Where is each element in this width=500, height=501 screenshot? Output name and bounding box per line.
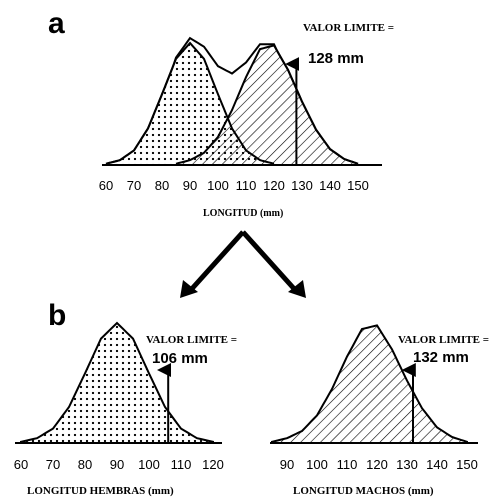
panel-b-males-tick-150: 150 [456,457,478,472]
panel-a-limit-label: VALOR LIMITE = [303,22,394,34]
panel-b-males-tick-90: 90 [280,457,294,472]
panel-a-tick-70: 70 [127,178,141,193]
panel-a-tick-120: 120 [263,178,285,193]
panel-b-females-curve [20,321,214,444]
branch-arrow-right [241,230,299,294]
panel-b-males-x-axis-title: LONGITUD MACHOS (mm) [293,485,434,497]
panel-b-females-x-axis-title: LONGITUD HEMBRAS (mm) [27,485,174,497]
panel-a-males-curve [176,45,358,165]
panel-b-males-tick-100: 100 [306,457,328,472]
panel-a-x-axis-title: LONGITUD (mm) [203,208,283,219]
panel-b-females-tick-120: 120 [202,457,224,472]
panel-b-females-tick-80: 80 [78,457,92,472]
panel-b-males-tick-120: 120 [366,457,388,472]
panel-b-males-x-ticks: 90 100 110 120 130 140 150 [280,457,478,472]
panel-b-males-curve [271,324,468,444]
panel-b-males-chart: 90 100 110 120 130 140 150 [270,324,478,472]
panel-b-females-tick-110: 110 [171,457,192,472]
panel-b-females-tick-70: 70 [46,457,60,472]
panel-b-females-limit-label: VALOR LIMITE = [146,334,237,346]
panel-a-tick-130: 130 [291,178,313,193]
panel-b-females-tick-100: 100 [138,457,160,472]
panel-b-females-x-ticks: 60 70 80 90 100 110 120 [14,457,224,472]
panel-b-males-tick-130: 130 [396,457,418,472]
branch-arrow-left-head [180,280,198,298]
branch-arrow-left [187,230,245,294]
panel-a-combined-envelope [105,36,359,165]
panel-a-tick-90: 90 [183,178,197,193]
panel-b-males-tick-110: 110 [337,457,358,472]
panel-b-females-limit-value: 106 mm [152,350,208,367]
panel-b-males-limit-value: 132 mm [413,349,469,366]
panel-a-tick-110: 110 [236,178,257,193]
panel-a-x-ticks: 60 70 80 90 100 110 120 130 140 150 [99,178,369,193]
panel-b-males-limit-label: VALOR LIMITE = [398,334,489,346]
panel-b-females-chart: 60 70 80 90 100 110 120 [14,321,224,472]
panel-a-limit-value: 128 mm [308,50,364,67]
panel-a-chart: 60 70 80 90 100 110 120 130 140 150 [99,36,382,193]
panel-b-males-tick-140: 140 [426,457,448,472]
panel-a-letter: a [48,7,65,40]
panel-b-females-tick-90: 90 [110,457,124,472]
panel-a-tick-60: 60 [99,178,113,193]
panel-b-females-tick-60: 60 [14,457,28,472]
panel-a-tick-150: 150 [347,178,369,193]
panel-b-letter: b [48,299,66,332]
panel-a-tick-140: 140 [319,178,341,193]
branch-arrow-right-head [288,280,306,298]
panel-a-tick-100: 100 [207,178,229,193]
panel-a-tick-80: 80 [155,178,169,193]
